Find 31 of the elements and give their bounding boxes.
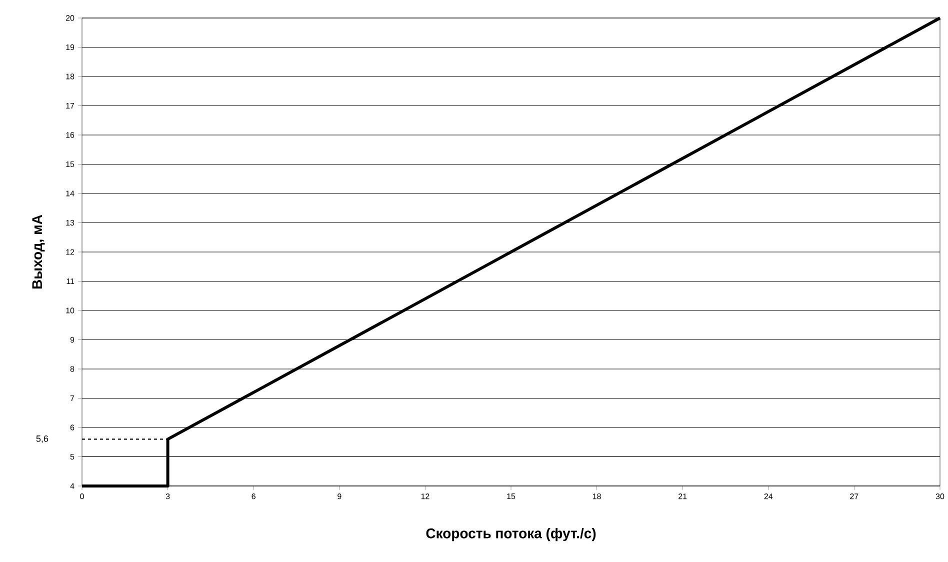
y-tick-label: 10	[66, 308, 74, 314]
y-tick-label: 20	[66, 15, 74, 21]
x-tick-label: 15	[507, 494, 516, 500]
x-tick-label: 3	[166, 494, 170, 500]
x-tick-label: 18	[592, 494, 601, 500]
y-tick-label: 12	[66, 249, 74, 255]
y-tick-label: 4	[70, 483, 74, 489]
y-tick-label: 9	[70, 336, 74, 343]
x-tick-label: 9	[338, 494, 342, 500]
y-axis-title: Выход, мА	[32, 214, 45, 289]
x-tick-label: 0	[80, 494, 84, 500]
text: 5,6	[36, 435, 48, 443]
y-tick-label: 11	[66, 278, 74, 284]
y-tick-label: 16	[66, 132, 74, 138]
y-tick-label: 18	[66, 74, 74, 80]
y-tick-label: 13	[66, 220, 74, 226]
y-tick-label: 17	[66, 102, 74, 108]
x-tick-label: 24	[764, 494, 773, 500]
y-tick-label: 6	[70, 424, 74, 430]
x-tick-label: 12	[421, 494, 430, 500]
y-tick-label: 15	[66, 161, 74, 168]
y-tick-label: 8	[70, 366, 74, 372]
x-tick-label: 30	[936, 494, 944, 500]
y-tick-label: 14	[66, 190, 74, 196]
y-tick-label: 19	[66, 44, 74, 50]
x-tick-label: 6	[252, 494, 256, 500]
y-tick-label: 7	[70, 395, 74, 401]
y-tick-label: 5	[70, 454, 74, 460]
x-tick-label: 21	[678, 494, 687, 500]
x-axis-title: Скорость потока (фут./с)	[426, 528, 596, 542]
x-tick-label: 27	[850, 494, 858, 500]
